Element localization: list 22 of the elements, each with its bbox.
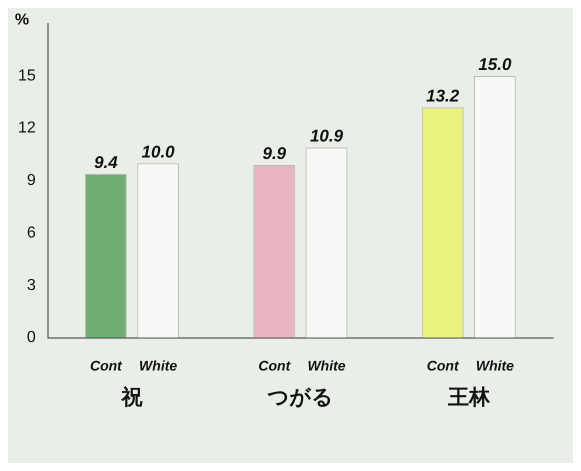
- text: Cont: [258, 358, 290, 374]
- y-tick-label: 0: [26, 329, 36, 346]
- y-tick-label: 15: [18, 67, 36, 84]
- y-tick-label: 9: [26, 172, 36, 190]
- data-label: 9.4: [94, 152, 118, 172]
- text: White: [476, 358, 514, 374]
- y-tick-label: 3: [26, 276, 36, 294]
- text: White: [307, 358, 346, 374]
- y-axis-title: %: [14, 11, 30, 28]
- data-label: 13.2: [426, 86, 460, 106]
- x-tick-label: 祝: [120, 384, 144, 409]
- data-label: 15.0: [478, 55, 512, 74]
- x-tick-label: 王林: [446, 384, 491, 409]
- x-tick-label: つがる: [267, 384, 334, 409]
- y-tick-label: 6: [26, 224, 36, 242]
- y-tick-label: 12: [18, 120, 36, 137]
- series-label: Cont: [90, 358, 124, 374]
- data-label: 9.9: [262, 144, 287, 164]
- data-label: 10.0: [142, 142, 176, 162]
- series-label: White: [139, 358, 178, 374]
- text: Cont: [426, 358, 459, 374]
- data-label: 10.9: [310, 126, 344, 146]
